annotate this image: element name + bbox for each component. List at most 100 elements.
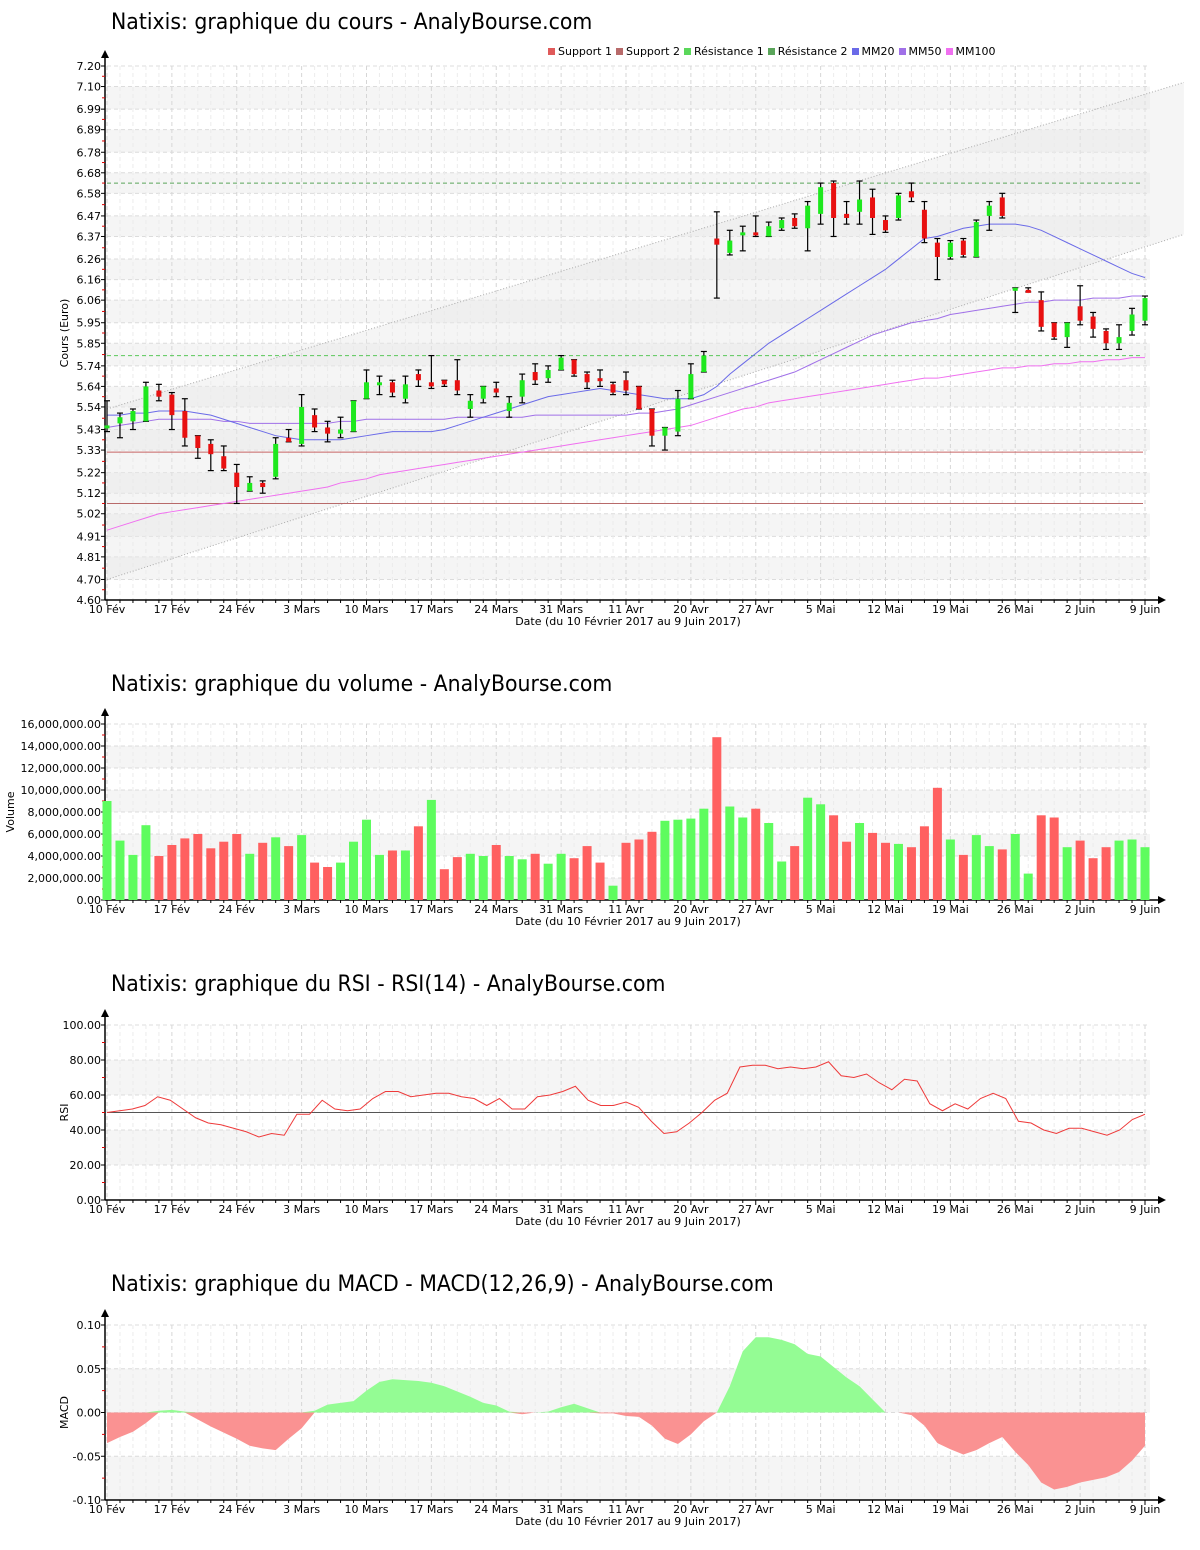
candle	[311, 408, 318, 433]
candle	[454, 359, 461, 396]
candle	[142, 381, 149, 422]
volume-bar	[465, 853, 475, 900]
x-tick-label: 2 Juin	[1065, 903, 1096, 916]
volume-bar	[245, 853, 255, 900]
candle	[168, 391, 175, 431]
candle	[129, 408, 136, 431]
legend-swatch-icon	[615, 48, 623, 55]
volume-bar	[387, 850, 397, 900]
y-tick-label: 16,000,000.00	[21, 718, 101, 731]
candle	[402, 375, 409, 404]
x-tick-label: 9 Juin	[1130, 1203, 1161, 1216]
y-tick-label: 5.54	[77, 401, 102, 414]
volume-bar	[362, 819, 371, 900]
volume-bar	[595, 862, 605, 900]
volume-bar	[336, 862, 346, 900]
rsi-series	[106, 1061, 1146, 1138]
candle	[571, 359, 578, 377]
y-tick-label: 7.20	[77, 60, 102, 73]
volume-bar	[1075, 840, 1085, 900]
y-axis-label: MACD	[58, 1396, 71, 1429]
volume-bar	[673, 819, 683, 900]
volume-bar	[219, 841, 229, 900]
candle	[843, 200, 850, 225]
volume-bar	[374, 854, 384, 900]
x-tick-label: 27 Avr	[738, 1203, 774, 1216]
x-tick-label: 24 Fév	[219, 1503, 256, 1516]
volume-bar	[712, 737, 722, 900]
price-axes: 7.20 7.10 6.99 6.89 6.78 6.68 6.58 6.47 6.37 6.26…	[58, 50, 1166, 628]
candle	[778, 217, 785, 231]
legend-item: Résistance 1	[683, 45, 764, 58]
y-tick-label: 60.00	[70, 1089, 102, 1102]
x-tick-label: 26 Mai	[997, 1503, 1034, 1516]
volume-bar	[284, 846, 294, 900]
candle	[1129, 307, 1136, 336]
x-tick-label: 19 Mai	[932, 903, 969, 916]
x-axis-label: Date (du 10 Février 2017 au 9 Juin 2017)	[515, 915, 741, 928]
x-tick-label: 9 Juin	[1130, 903, 1161, 916]
x-tick-label: 17 Mars	[409, 603, 453, 616]
macd-chart-panel: Natixis: graphique du MACD - MACD(12,26,…	[0, 1260, 1200, 1550]
candle	[584, 371, 591, 390]
volume-bar	[1101, 847, 1111, 900]
volume-bar	[556, 853, 566, 900]
volume-bar	[1062, 847, 1072, 900]
candle	[441, 379, 448, 387]
candle	[752, 215, 759, 238]
candle	[506, 396, 513, 418]
volume-bar	[816, 804, 826, 900]
y-tick-label: 5.22	[77, 467, 102, 480]
volume-bar	[180, 838, 190, 900]
x-tick-label: 31 Mars	[539, 903, 583, 916]
candle	[220, 445, 227, 472]
x-tick-label: 20 Avr	[673, 1503, 709, 1516]
volume-bar	[452, 857, 462, 900]
volume-bar	[1140, 847, 1150, 900]
volume-bar	[699, 808, 709, 900]
candle	[285, 428, 292, 443]
volume-bar	[504, 856, 514, 900]
candle	[337, 416, 344, 439]
volume-bar	[569, 858, 579, 900]
x-tick-label: 17 Fév	[154, 903, 191, 916]
legend-swatch-icon	[945, 48, 953, 55]
y-tick-label: 4.91	[77, 530, 102, 543]
volume-bar	[1088, 858, 1098, 900]
x-tick-label: 11 Avr	[608, 603, 644, 616]
y-tick-label: 6.78	[77, 146, 102, 159]
volume-bar	[997, 849, 1007, 900]
legend-swatch-icon	[851, 48, 859, 55]
volume-bar	[271, 837, 281, 900]
x-axis-label: Date (du 10 Février 2017 au 9 Juin 2017)	[515, 615, 741, 628]
volume-bar	[530, 853, 540, 900]
candle	[480, 385, 487, 404]
legend-item: Résistance 2	[767, 45, 848, 58]
volume-bar	[751, 808, 761, 900]
volume-bar	[1023, 873, 1033, 900]
volume-bar	[621, 842, 631, 900]
volume-bar	[297, 835, 307, 900]
y-tick-label: 4.70	[77, 573, 102, 586]
x-tick-label: 12 Mai	[867, 1203, 904, 1216]
y-tick-label: 6.06	[77, 294, 102, 307]
y-tick-label: 4.81	[77, 551, 102, 564]
volume-bar	[102, 801, 112, 900]
x-tick-label: 5 Mai	[806, 1503, 836, 1516]
x-tick-label: 10 Mars	[345, 903, 389, 916]
y-tick-label: 8,000,000.00	[28, 806, 101, 819]
volume-bar	[984, 846, 994, 900]
candle	[960, 237, 967, 258]
volume-bar	[193, 834, 203, 900]
candle	[687, 363, 694, 400]
x-tick-label: 24 Mars	[474, 903, 518, 916]
x-axis-label: Date (du 10 Février 2017 au 9 Juin 2017)	[515, 1215, 741, 1228]
y-tick-label: 0.05	[77, 1363, 102, 1376]
rsi-chart-panel: Natixis: graphique du RSI - RSI(14) - An…	[0, 960, 1200, 1240]
candle	[947, 239, 954, 260]
x-tick-label: 20 Avr	[673, 603, 709, 616]
candle	[869, 188, 876, 236]
volume-bar	[790, 846, 800, 900]
x-tick-label: 26 Mai	[997, 1203, 1034, 1216]
